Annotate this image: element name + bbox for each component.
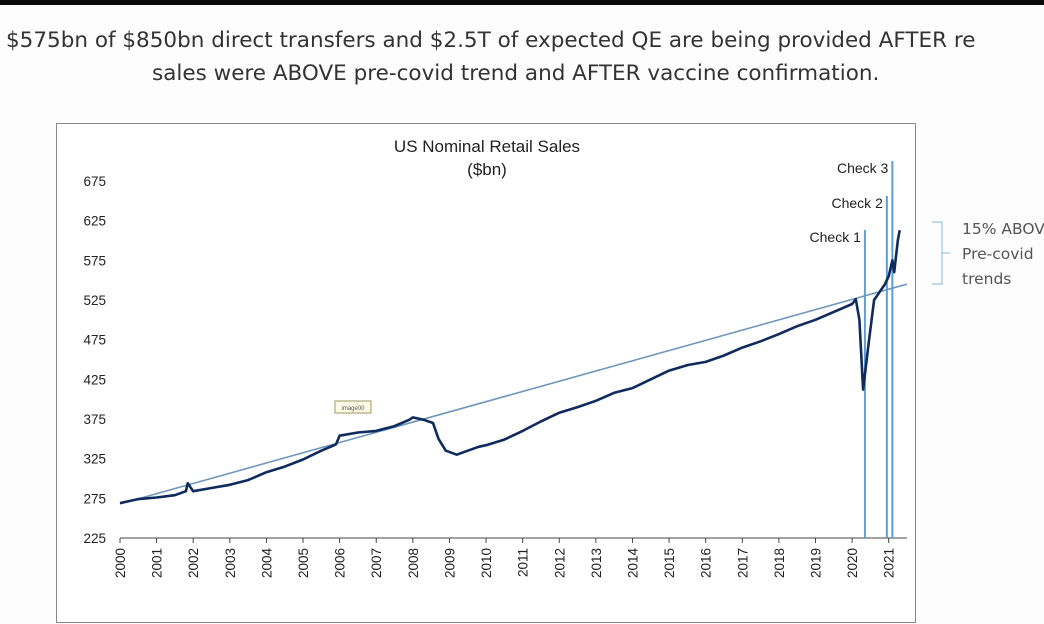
x-tick-label: 2005 [296,548,311,578]
x-tick-label: 2016 [699,548,714,578]
x-tick-label: 2019 [808,548,823,578]
x-tick-label: 2000 [113,548,128,578]
x-tick-label: 2013 [589,548,604,578]
check-annotations: Check 1 Check 2 Check 3 [810,160,894,538]
y-tick-label: 325 [83,452,106,467]
y-tick-label: 475 [83,333,106,348]
chart-frame: US Nominal Retail Sales ($bn) 225 275 325 3… [56,123,916,623]
x-tick-label: 2021 [882,548,897,578]
image-placeholder-box [334,400,372,414]
check-label: Check 3 [837,160,889,176]
side-note-line-2: Pre-covid [962,245,1034,263]
x-tick-label: 2017 [735,548,750,578]
retail-sales-chart: US Nominal Retail Sales ($bn) 225 275 325 3… [83,137,908,579]
y-tick-label: 425 [83,372,106,387]
image-placeholder-text: image00 [341,406,365,412]
x-axis: 2000 2001 2002 2003 2004 2005 2006 2007 2008 2009… [113,537,907,579]
x-tick-label: 2006 [333,548,348,578]
y-tick-label: 275 [83,491,106,506]
x-tick-label: 2004 [259,548,274,579]
bracket [932,221,950,285]
x-tick-label: 2018 [772,548,787,578]
x-tick-label: 2014 [625,548,640,579]
side-note-line-1: 15% ABOV [962,220,1044,238]
side-note: 15% ABOV Pre-covid trends [962,217,1044,292]
chart-subtitle: ($bn) [467,160,507,179]
y-tick-label: 225 [83,531,106,546]
x-tick-label: 2009 [442,548,457,578]
image-placeholder: image00 [334,400,372,414]
trend-line [119,283,908,505]
y-tick-label: 525 [83,293,106,308]
x-tick-label: 2002 [186,548,201,578]
y-tick-label: 575 [83,253,106,268]
y-axis: 225 275 325 375 425 475 525 575 625 675 [83,174,106,546]
x-tick-label: 2003 [223,548,238,578]
chart-title: US Nominal Retail Sales [394,137,580,156]
y-tick-label: 625 [83,214,106,229]
bracket-shape [932,221,943,285]
x-tick-label: 2020 [845,548,860,578]
check-label: Check 1 [810,229,862,245]
x-tick-label: 2011 [516,548,531,577]
y-tick-label: 375 [83,412,106,427]
x-tick-label: 2010 [479,548,494,578]
x-tick-label: 2015 [662,548,677,578]
y-tick-label: 675 [83,174,106,189]
x-tick-label: 2008 [406,548,421,578]
x-tick-label: 2001 [150,548,165,578]
x-tick-label: 2012 [552,548,567,578]
top-bar [0,0,1044,5]
check-label: Check 2 [832,195,884,211]
series-line [119,229,901,505]
x-tick-label: 2007 [369,548,384,578]
headline-line-1: $575bn of $850bn direct transfers and $2… [6,28,976,53]
headline-line-2: sales were ABOVE pre-covid trend and AFT… [152,61,880,86]
side-note-line-3: trends [962,270,1012,288]
